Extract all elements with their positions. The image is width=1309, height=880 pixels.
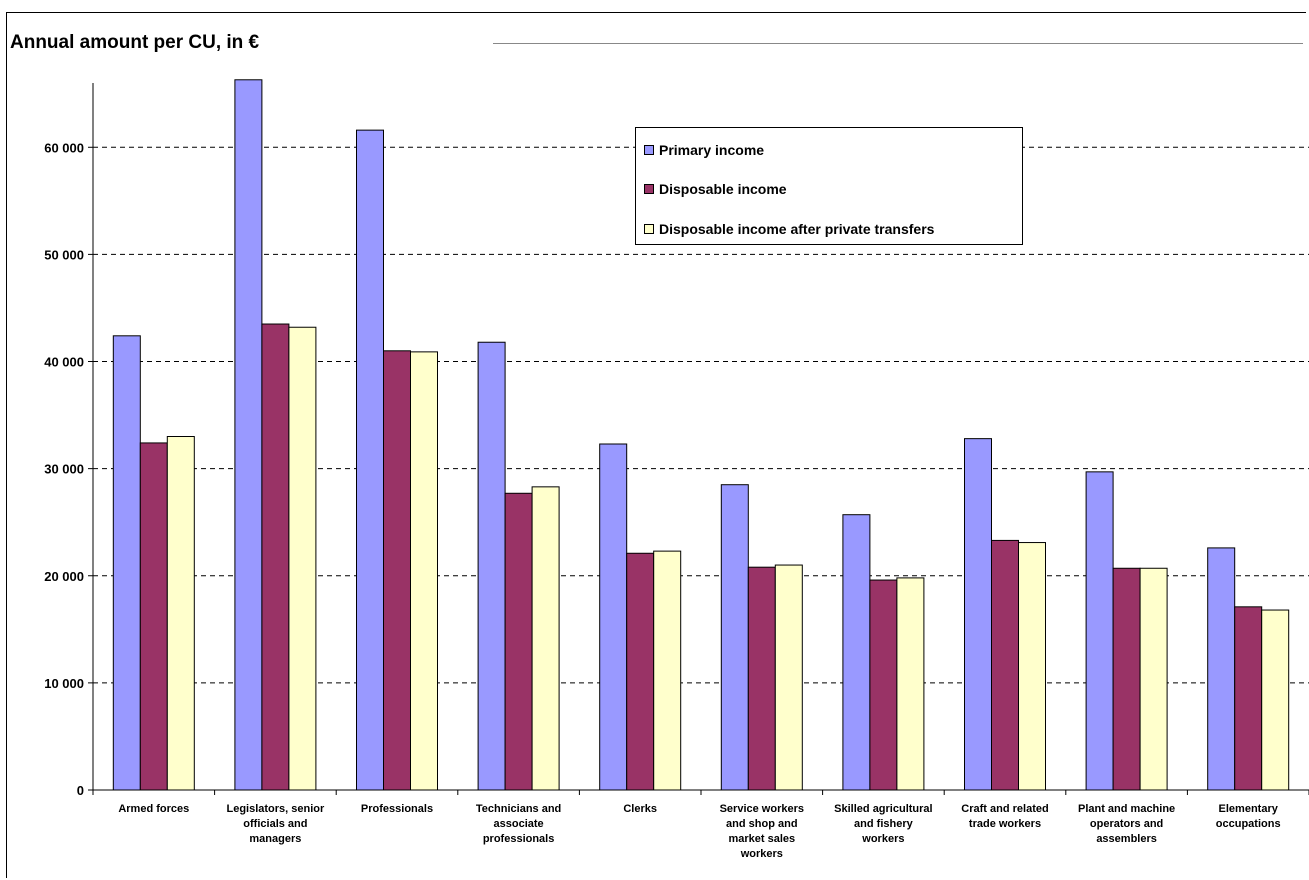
axes: 0 10 000 20 000 30 000 40 000 50 000 60 000	[44, 83, 1309, 798]
x-category-label: Skilled agricultural and fishery workers	[824, 802, 942, 847]
x-category-label: Professionals	[338, 802, 456, 817]
y-tick-label: 20 000	[44, 569, 84, 584]
bar-disposable-income-6	[869, 579, 898, 791]
legend-label-disposable-income-after-transfers: Disposable income after private transfer…	[659, 221, 935, 237]
bar-disposable-income-after-private-transfers-6	[896, 577, 925, 791]
chart-title: Annual amount per CU, in €	[10, 32, 260, 53]
bar-disposable-income-after-private-transfers-7	[1018, 542, 1046, 791]
x-category-label: Plant and machine operators and assemblers	[1068, 802, 1186, 847]
legend-item-disposable-income-after-transfers: Disposable income after private transfer…	[644, 221, 934, 237]
x-category-label-line: Clerks	[623, 803, 657, 815]
bar-disposable-income-after-private-transfers-4	[653, 550, 682, 791]
x-category-label-line: managers	[249, 833, 302, 845]
legend-item-primary-income: Primary income	[644, 142, 764, 158]
bar-disposable-income-4	[626, 552, 655, 791]
x-category-label-line: trade workers	[968, 818, 1042, 830]
x-category-label: Legislators, senior officials and managers	[216, 802, 334, 847]
bar-disposable-income-9	[1234, 606, 1263, 791]
y-tick-label: 30 000	[44, 462, 84, 477]
bar-primary-income-5	[720, 484, 749, 791]
bar-disposable-income-3	[504, 492, 533, 791]
title-rule	[493, 43, 1303, 44]
bar-primary-income-3	[477, 341, 506, 791]
x-category-label-line: and shop and	[726, 818, 798, 830]
legend-label-disposable-income: Disposable income	[659, 181, 787, 197]
x-category-label-line: workers	[740, 848, 783, 860]
legend-label-primary-income: Primary income	[659, 142, 765, 158]
bar-primary-income-7	[964, 438, 992, 791]
bar-disposable-income-after-private-transfers-0	[166, 436, 195, 791]
x-category-label-line: workers	[862, 833, 905, 845]
x-category-label: Elementary occupations	[1189, 802, 1307, 832]
x-category-label: Clerks	[581, 802, 699, 817]
chart-frame	[6, 12, 1306, 878]
x-category-label-line: Service workers	[719, 803, 804, 815]
bar-disposable-income-after-private-transfers-9	[1261, 609, 1290, 791]
bar-disposable-income-after-private-transfers-3	[531, 486, 560, 791]
y-tick-label: 10 000	[44, 676, 84, 691]
legend-item-disposable-income: Disposable income	[644, 181, 787, 197]
x-category-label-line: officials and	[243, 818, 308, 830]
legend-swatch-primary-income	[644, 145, 654, 155]
bar-disposable-income-7	[991, 539, 1019, 791]
bar-disposable-income-1	[261, 323, 290, 791]
x-category-label-line: Technicians and	[475, 803, 562, 815]
bars	[112, 79, 1290, 791]
x-category-label-line: Professionals	[360, 803, 434, 815]
bar-disposable-income-after-private-transfers-1	[288, 326, 317, 791]
bar-disposable-income-2	[383, 350, 411, 791]
x-category-label-line: Armed forces	[118, 803, 190, 815]
bar-disposable-income-after-private-transfers-5	[774, 564, 803, 791]
legend-swatch-disposable-income-after-transfers	[644, 224, 654, 234]
x-category-label-line: Legislators, senior	[226, 803, 325, 815]
x-category-label: Service workers and shop and market sales w…	[703, 802, 821, 862]
bar-disposable-income-5	[747, 566, 776, 791]
y-tick-label: 50 000	[44, 247, 84, 262]
x-category-label-line: associate	[493, 818, 544, 830]
x-category-label-line: Elementary	[1218, 803, 1278, 815]
x-category-label-line: operators and	[1089, 818, 1164, 830]
bar-disposable-income-0	[139, 442, 168, 791]
legend: Primary income Disposable income Disposa…	[635, 127, 1023, 245]
bar-disposable-income-after-private-transfers-8	[1139, 567, 1168, 791]
y-tick-label: 0	[77, 783, 84, 798]
x-category-label-line: Craft and related	[961, 803, 1049, 815]
bar-primary-income-6	[842, 514, 871, 791]
x-category-label-line: Plant and machine	[1077, 803, 1176, 815]
bar-primary-income-2	[356, 129, 384, 791]
bar-primary-income-1	[234, 79, 263, 791]
bar-primary-income-4	[599, 443, 628, 791]
x-category-label-line: assemblers	[1096, 833, 1157, 845]
bar-disposable-income-8	[1112, 567, 1141, 791]
legend-swatch-disposable-income	[644, 184, 654, 194]
x-category-label-line: Skilled agricultural	[834, 803, 933, 815]
bar-primary-income-0	[112, 335, 141, 791]
bar-primary-income-8	[1085, 471, 1114, 791]
bar-disposable-income-after-private-transfers-2	[410, 351, 438, 791]
y-tick-label: 60 000	[44, 140, 84, 155]
x-category-label-line: and fishery	[854, 818, 913, 830]
x-category-label: Craft and related trade workers	[946, 802, 1064, 832]
bar-primary-income-9	[1207, 547, 1236, 791]
x-category-label: Technicians and associate professionals	[460, 802, 578, 847]
x-category-label-line: occupations	[1215, 818, 1281, 830]
x-category-label-line: professionals	[482, 833, 555, 845]
x-category-label-line: market sales	[728, 833, 796, 845]
x-category-label: Armed forces	[95, 802, 213, 817]
y-tick-label: 40 000	[44, 355, 84, 370]
